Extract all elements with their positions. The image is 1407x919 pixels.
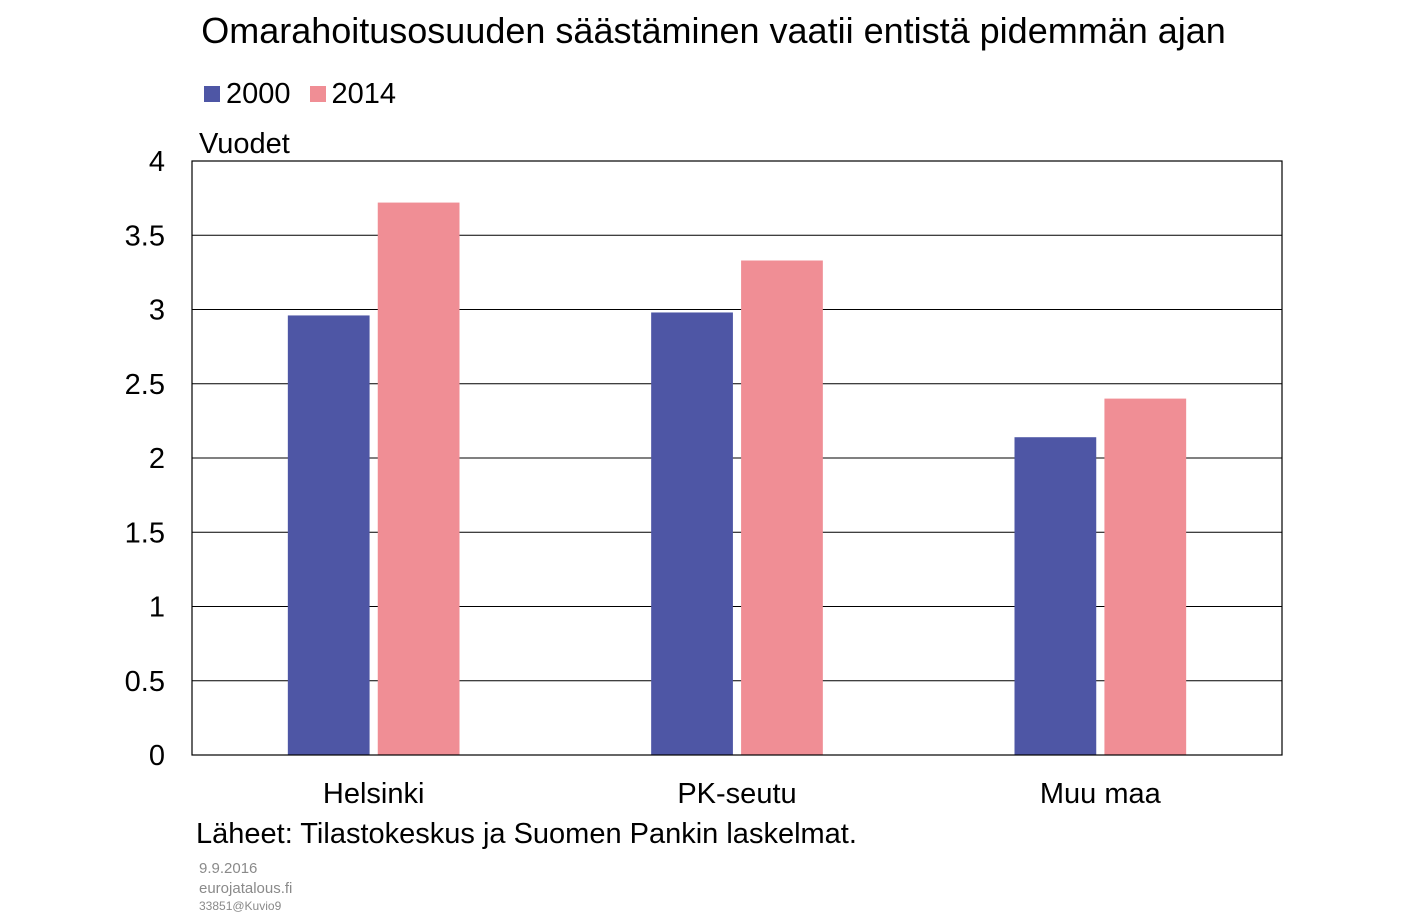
y-tick-labels: 0 0.5 1 1.5 2 2.5 3 3.5 4 (125, 146, 165, 772)
bar-2000-pk-seutu (651, 312, 733, 755)
legend: 2000 2014 (204, 76, 415, 112)
footer-date: 9.9.2016 (199, 860, 258, 877)
bar-2014-helsinki (377, 202, 460, 755)
x-tick-label: PK-seutu (677, 778, 796, 810)
footer-code: 33851@Kuvio9 (199, 899, 282, 913)
y-tick-label: 0 (149, 740, 165, 772)
chart-title: Omarahoitusosuuden säästäminen vaatii en… (201, 10, 1226, 51)
legend-swatch-2000 (204, 86, 220, 102)
y-tick-label: 3.5 (125, 220, 165, 252)
source-note: Läheet: Tilastokeskus ja Suomen Pankin l… (196, 818, 857, 850)
x-tick-labels: Helsinki PK-seutu Muu maa (323, 778, 1162, 810)
legend-label-2014: 2014 (331, 77, 397, 110)
y-tick-label: 1.5 (125, 517, 165, 549)
plot-frame (191, 160, 1283, 756)
legend-swatch-2014 (309, 86, 326, 102)
legend-item-2000: 2000 (204, 78, 291, 111)
y-tick-label: 3 (149, 295, 165, 327)
bar-2014-pk-seutu (741, 260, 823, 755)
y-tick-label: 0.5 (125, 666, 165, 698)
y-tick-label: 2 (149, 443, 165, 475)
bar-2014-muu-maa (1104, 398, 1187, 755)
footer-site: eurojatalous.fi (199, 880, 293, 897)
grid-lines (192, 234, 1282, 682)
bar-2000-muu-maa (1014, 437, 1097, 755)
x-tick-label: Helsinki (323, 778, 425, 810)
y-tick-label: 2.5 (125, 369, 165, 401)
bars (287, 202, 1187, 755)
y-tick-label: 1 (149, 592, 165, 624)
legend-item-2014: 2014 (309, 77, 397, 111)
y-tick-label: 4 (149, 146, 165, 178)
bar-2000-helsinki (287, 315, 370, 755)
x-tick-label: Muu maa (1040, 778, 1162, 810)
legend-label-2000: 2000 (226, 77, 291, 110)
y-axis-label: Vuodet (199, 128, 290, 160)
